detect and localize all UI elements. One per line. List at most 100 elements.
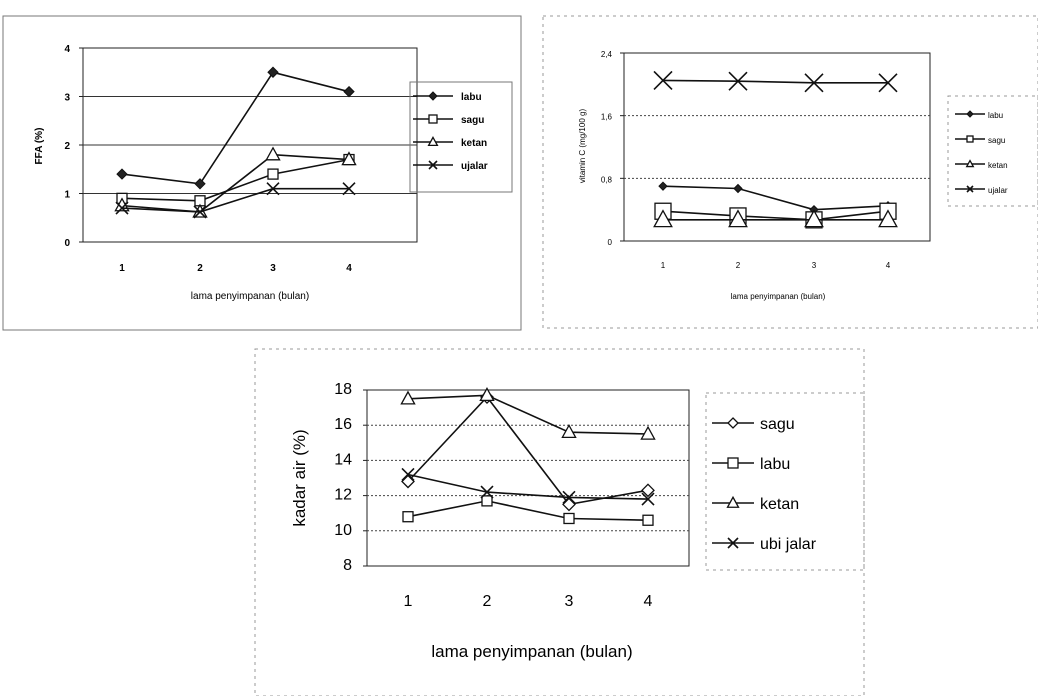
ffa-point-ujalar — [115, 201, 129, 215]
kadar-air-y-tick-label: 8 — [343, 557, 352, 574]
vitamin-c-point-ujalar — [878, 73, 898, 93]
ffa-point-ketan — [265, 146, 281, 161]
vitamin-c-x-tick-label: 1 — [661, 261, 666, 270]
ffa-series-labu — [116, 66, 355, 190]
ffa-series-sagu — [116, 153, 355, 207]
ffa-line-sagu — [121, 158, 350, 202]
kadar-air-legend-marker — [727, 537, 739, 549]
ffa-point-sagu — [267, 168, 279, 180]
kadar-air-x-axis-label: lama penyimpanan (bulan) — [431, 642, 632, 661]
ffa-legend-marker — [427, 136, 439, 147]
ffa-legend-label: labu — [461, 92, 482, 103]
kadar-air-y-axis-label: kadar air (%) — [290, 429, 309, 526]
vitamin-c-legend-item-sagu: sagu — [955, 135, 1005, 145]
ffa-y-tick-label: 0 — [64, 238, 70, 249]
kadar-air-legend-label: ubi jalar — [760, 536, 817, 553]
vitamin-c-y-tick-label: 2,4 — [601, 50, 613, 59]
vitamin-c-series-ujalar — [653, 70, 898, 93]
vitamin-c-legend-label: ujalar — [988, 186, 1008, 195]
kadar-air-point-ubi-jalar — [641, 492, 655, 506]
ffa-line-ketan — [121, 153, 350, 213]
ffa-point-ketan — [341, 151, 357, 166]
kadar-air-legend-label: labu — [760, 456, 790, 473]
kadar-air-x-tick-label: 4 — [644, 593, 653, 610]
vitamin-c-x-tick-label: 2 — [736, 261, 741, 270]
kadar-air-y-tick-label: 10 — [334, 522, 352, 539]
kadar-air-point-ketan — [479, 387, 495, 402]
vitamin-c-point-ketan — [878, 209, 898, 228]
kadar-air-legend-marker — [727, 457, 739, 469]
kadar-air-point-ketan — [640, 425, 656, 440]
ffa-legend-marker — [428, 114, 438, 124]
kadar-air-point-ubi-jalar — [562, 490, 576, 504]
ffa-legend-label: sagu — [461, 115, 484, 126]
vitamin-c-point-ketan — [653, 209, 673, 228]
kadar-air-legend — [705, 392, 865, 571]
vitamin-c-y-tick-label: 0,8 — [601, 175, 613, 184]
vitamin-c-point-ketan — [804, 209, 824, 228]
kadar-air-x-tick-label: 1 — [404, 593, 413, 610]
kadar-air-legend-marker — [727, 417, 739, 429]
kadar-air-line-ubi-jalar — [407, 473, 649, 500]
vitamin-c-legend-marker — [966, 110, 974, 118]
kadar-air-legend-item-labu: labu — [712, 456, 790, 473]
ffa-y-tick-label: 4 — [64, 44, 70, 55]
vitamin-c-legend — [947, 95, 1038, 207]
vitamin-c-legend-label: labu — [988, 111, 1003, 120]
kadar-air-y-tick-label: 18 — [334, 381, 352, 398]
ffa-y-tick-label: 3 — [64, 93, 70, 104]
vitamin-c-y-tick-label: 0 — [608, 238, 613, 247]
vitamin-c-series-labu — [658, 181, 893, 215]
vitamin-c-legend-label: ketan — [988, 161, 1008, 170]
ffa-chart-frame — [2, 15, 522, 331]
kadar-air-line-labu — [407, 500, 649, 521]
vitamin-c-y-axis-label: vitamin C (mg/100 g) — [578, 109, 587, 184]
ffa-x-axis-label: lama penyimpanan (bulan) — [191, 291, 309, 302]
vitamin-c-point-ujalar — [728, 71, 748, 91]
ffa-y-tick-label: 2 — [64, 141, 70, 152]
vitamin-c-line-labu — [662, 185, 889, 211]
vitamin-c-point-labu — [658, 181, 668, 191]
vitamin-c-legend-marker — [966, 185, 974, 193]
vitamin-c-point-ujalar — [653, 70, 673, 90]
ffa-legend-item-ketan: ketan — [413, 136, 487, 149]
kadar-air-legend-item-sagu: sagu — [712, 416, 795, 433]
kadar-air-legend-marker — [726, 495, 740, 508]
kadar-air-legend-label: ketan — [760, 496, 799, 513]
kadar-air-series-sagu — [401, 390, 655, 512]
ffa-x-tick-label: 3 — [270, 263, 276, 274]
kadar-air-point-ubi-jalar — [401, 467, 415, 482]
ffa-x-tick-label: 1 — [119, 263, 125, 274]
vitamin-c-legend-label: sagu — [988, 136, 1005, 145]
vitamin-c-line-sagu — [662, 210, 889, 221]
ffa-point-ujalar — [266, 182, 280, 196]
kadar-air-legend-item-ketan: ketan — [712, 495, 799, 513]
vitamin-c-point-ketan — [728, 209, 748, 228]
ffa-line-ujalar — [121, 187, 349, 213]
ffa-legend-label: ketan — [461, 138, 487, 149]
vitamin-c-series-ketan — [653, 209, 898, 228]
vitamin-c-x-axis-label: lama penyimpanan (bulan) — [731, 292, 826, 301]
kadar-air-point-ubi-jalar — [480, 485, 494, 499]
vitamin-c-legend-marker — [966, 135, 974, 143]
ffa-legend-item-sagu: sagu — [413, 114, 484, 126]
kadar-air-point-labu — [563, 512, 575, 525]
vitamin-c-point-labu — [733, 183, 743, 194]
ffa-point-ujalar — [193, 205, 207, 219]
ffa-legend — [409, 81, 513, 193]
ffa-legend-marker — [428, 91, 438, 101]
kadar-air-y-tick-label: 12 — [334, 487, 352, 504]
kadar-air-line-ketan — [407, 394, 649, 435]
vitamin-c-chart: 0 0,8 1,6 2,4 1 2 3 4 vitamin C (mg/100 g) lama… — [542, 15, 1038, 329]
ffa-legend-item-labu: labu — [413, 91, 482, 103]
ffa-chart: 0 1 2 3 4 1 2 3 4 FFA (%) lama penyimpanan (bula… — [2, 15, 522, 331]
vitamin-c-plot-area — [623, 52, 931, 242]
kadar-air-point-ketan — [400, 390, 416, 405]
kadar-air-y-tick-label: 14 — [334, 451, 352, 468]
kadar-air-chart-frame — [254, 348, 865, 696]
ffa-point-labu — [267, 66, 279, 78]
ffa-y-axis-label: FFA (%) — [34, 128, 45, 165]
ffa-line-labu — [121, 71, 350, 185]
